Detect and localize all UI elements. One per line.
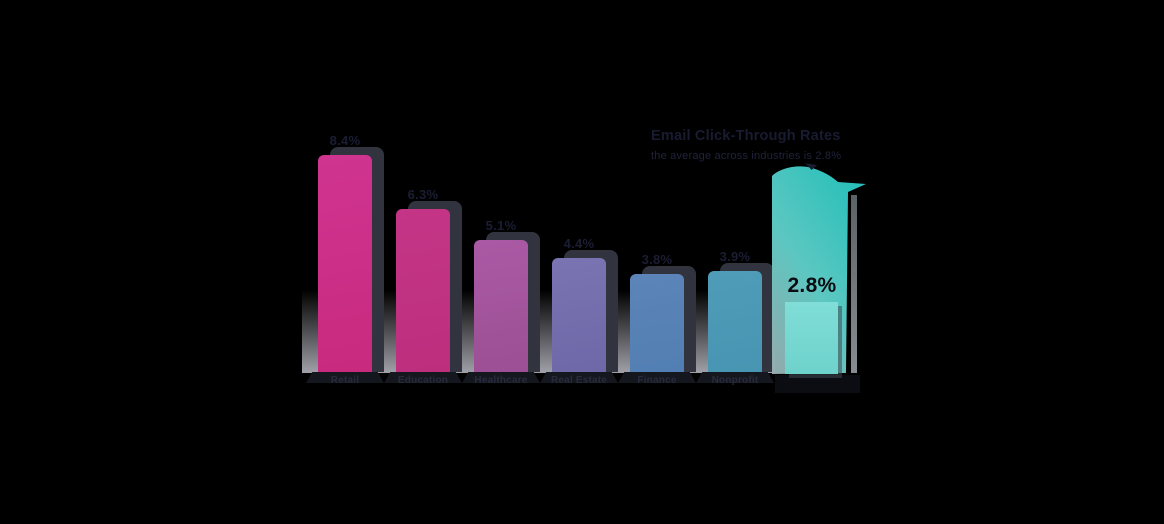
bar-group: 3.8% Finance bbox=[618, 252, 696, 386]
bar-value-label: 3.9% bbox=[719, 249, 751, 264]
bar-plinth bbox=[306, 372, 384, 383]
bar-category-label: Finance bbox=[637, 375, 677, 386]
bar-value-label: 8.4% bbox=[329, 133, 361, 148]
bar-value-label: 3.8% bbox=[641, 252, 673, 267]
swoosh-edge-shadow bbox=[851, 195, 857, 373]
bar-category-label: Education bbox=[397, 375, 449, 386]
bar-group: 5.1% Healthcare bbox=[462, 218, 540, 386]
bar-value-label: 4.4% bbox=[563, 236, 595, 251]
bar-value-label: 6.3% bbox=[407, 187, 439, 202]
bar-category-label: Real Estate bbox=[550, 375, 608, 386]
bar-category-label: Healthcare bbox=[474, 375, 528, 386]
highlight-bar bbox=[785, 302, 838, 374]
bar-group: 6.3% Education bbox=[384, 187, 462, 386]
annotation-subtitle: the average across industries is 2.8% bbox=[651, 150, 842, 162]
bar bbox=[708, 271, 762, 372]
bar-plinth bbox=[696, 372, 774, 383]
bar-group: 8.4% Retail bbox=[306, 133, 384, 386]
bar-plinth bbox=[384, 372, 462, 383]
bar bbox=[630, 274, 684, 372]
bar-category-label: Retail bbox=[330, 375, 360, 386]
annotation-arrow-icon bbox=[805, 163, 817, 170]
bar-plinth bbox=[618, 372, 696, 383]
bar bbox=[318, 155, 372, 372]
highlight-plinth bbox=[775, 375, 860, 393]
annotation-title: Email Click-Through Rates bbox=[651, 128, 841, 144]
chart-annotation: Email Click-Through Rates the average ac… bbox=[651, 128, 861, 162]
bar-group: 4.4% Real Estate bbox=[540, 236, 618, 386]
bar-plinth bbox=[540, 372, 618, 383]
highlight-value-label: 2.8% bbox=[787, 274, 837, 297]
bar-category-label: Nonprofit bbox=[711, 375, 759, 386]
bar-plinth bbox=[462, 372, 540, 383]
bar-value-label: 5.1% bbox=[485, 218, 517, 233]
bar bbox=[474, 240, 528, 372]
bar bbox=[396, 209, 450, 372]
bar-group: 3.9% Nonprofit bbox=[696, 249, 774, 386]
bar bbox=[552, 258, 606, 372]
